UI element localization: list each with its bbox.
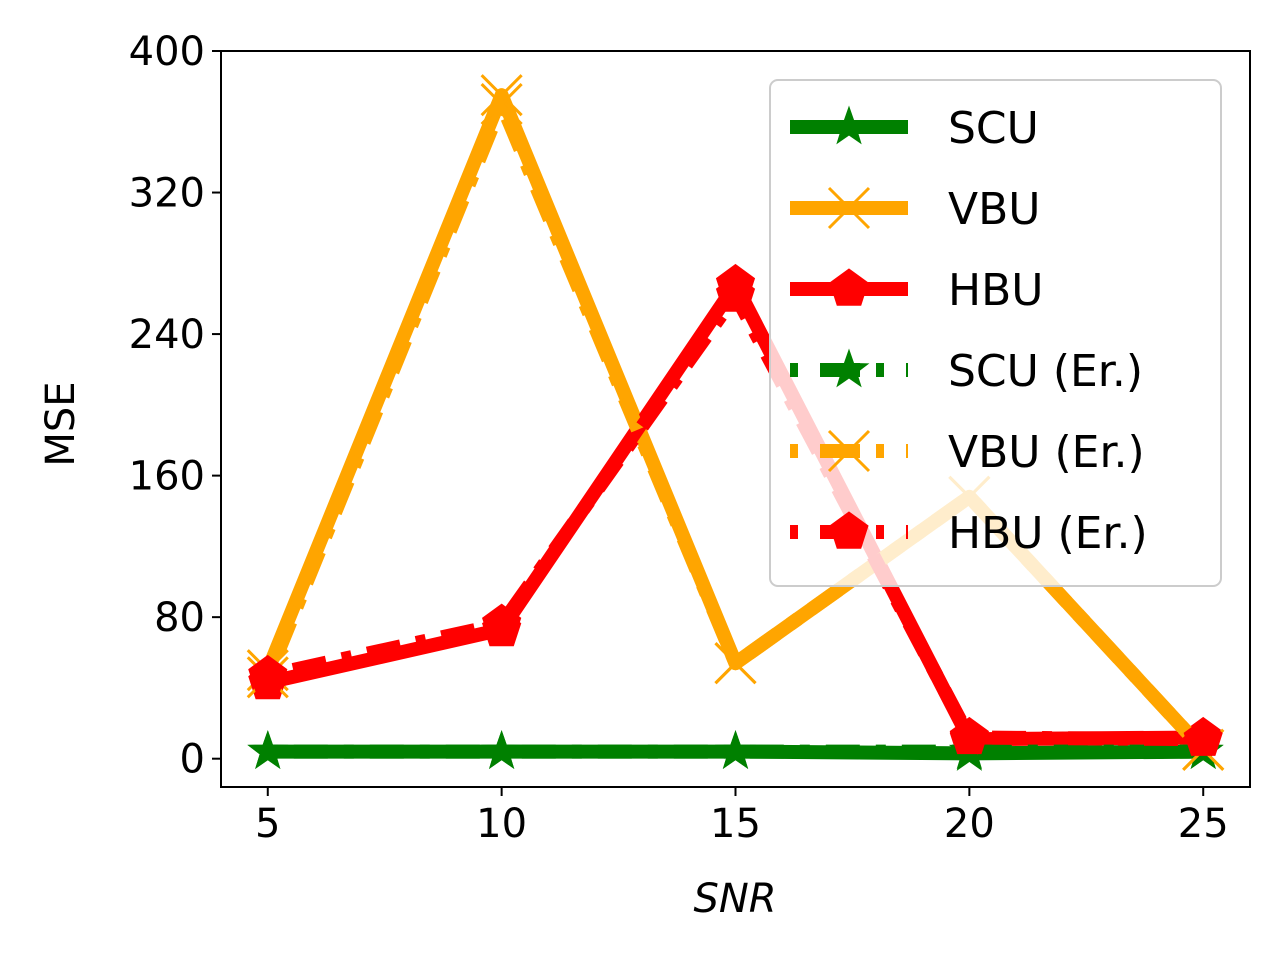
data-point-3-0 [247,730,289,770]
legend-item-1: VBU [790,184,1041,235]
y-tick-label-3: 240 [129,312,205,358]
legend-label-3: SCU (Er.) [948,346,1143,397]
series-5 [248,274,1223,756]
y-tick-label-0: 0 [180,737,205,783]
y-tick-label-2: 160 [129,454,205,500]
legend-marker-4 [827,429,871,473]
data-point-4-1 [480,83,523,126]
legend-label-1: VBU [948,184,1041,235]
y-axis: 0 80 160 240 320 400 [129,29,221,783]
legend-label-4: VBU (Er.) [948,427,1145,478]
legend-marker-2 [829,268,869,306]
data-point-5-1 [482,603,522,641]
legend-item-0: SCU [790,103,1039,154]
x-tick-label-1: 10 [476,801,527,847]
x-tick-label-4: 25 [1178,801,1229,847]
legend-marker-0 [828,105,870,145]
legend-marker-3 [828,348,870,388]
legend-item-3: SCU (Er.) [790,346,1143,397]
legend-item-4: VBU (Er.) [790,427,1145,478]
x-tick-label-2: 15 [710,801,761,847]
data-point-5-0 [248,654,288,693]
legend: SCU VBU HBU SCU (Er.) VBU (Er.) HBU (Er.) [769,79,1222,587]
y-tick-label-4: 320 [129,171,205,217]
data-point-5-2 [715,274,756,312]
y-tick-label-5: 400 [129,29,205,75]
x-tick-label-0: 5 [255,801,280,847]
data-point-5-4 [1183,718,1223,756]
legend-label-2: HBU [948,265,1043,316]
legend-marker-5 [829,511,869,549]
legend-item-5: HBU (Er.) [790,508,1148,559]
y-tick-label-1: 80 [154,595,205,641]
data-point-3-2 [715,730,756,770]
data-point-1-1 [480,74,523,117]
legend-item-2: HBU [790,265,1043,316]
data-point-4-2 [714,642,757,685]
legend-label-5: HBU (Er.) [948,508,1148,559]
y-axis-label: MSE [38,381,84,466]
legend-marker-1 [827,186,871,230]
legend-label-0: SCU [948,103,1039,154]
data-point-5-3 [949,716,989,755]
x-axis: 5 10 15 20 25 [255,787,1229,847]
x-tick-label-3: 20 [944,801,995,847]
x-axis-label: SNR [693,876,776,922]
data-point-3-1 [481,730,523,770]
